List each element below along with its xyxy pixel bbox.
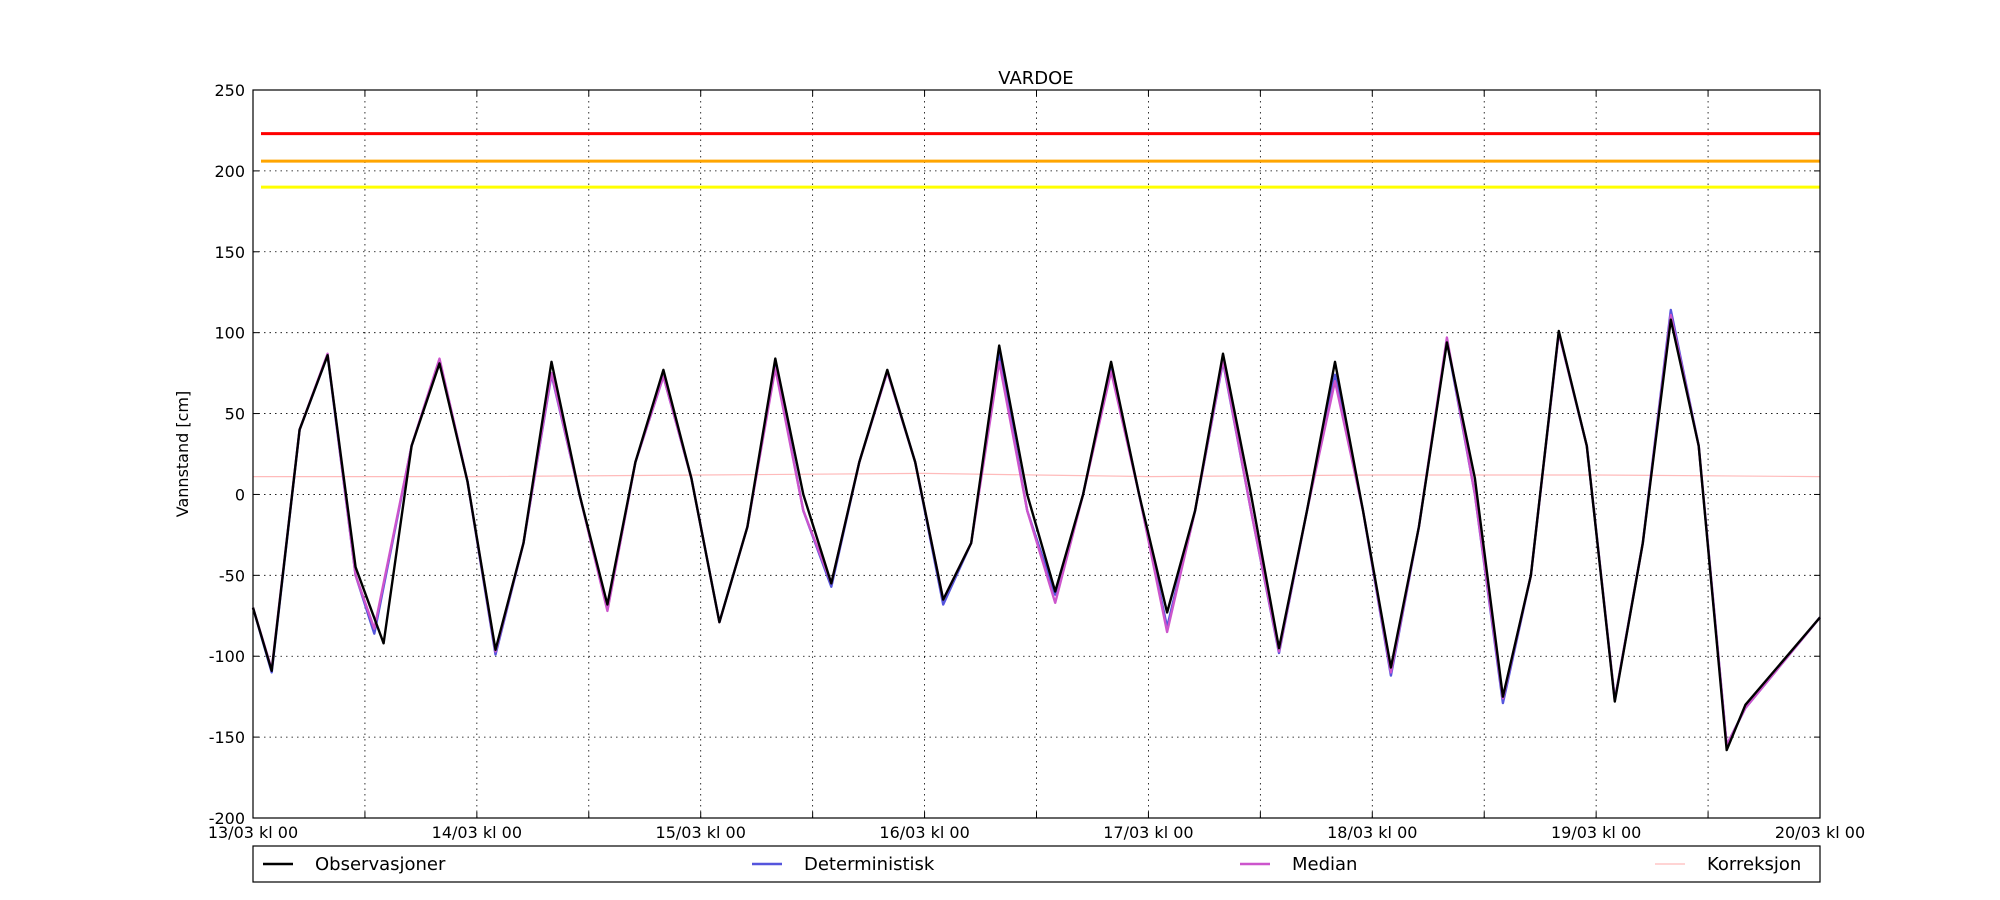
y-tick-label: -150 bbox=[209, 728, 245, 747]
legend-label: Deterministisk bbox=[804, 854, 935, 875]
x-tick-label: 13/03 kl 00 bbox=[208, 823, 298, 842]
y-axis-label: Vannstand [cm] bbox=[173, 391, 192, 517]
x-tick-label: 15/03 kl 00 bbox=[656, 823, 746, 842]
y-tick-label: 0 bbox=[235, 485, 245, 504]
y-tick-label: 100 bbox=[214, 324, 245, 343]
legend-label: Observasjoner bbox=[315, 854, 446, 875]
y-tick-label: 150 bbox=[214, 243, 245, 262]
chart-title: VARDOE bbox=[998, 68, 1073, 89]
legend-box bbox=[252, 845, 1821, 883]
x-tick-label: 17/03 kl 00 bbox=[1103, 823, 1193, 842]
x-tick-label: 20/03 kl 00 bbox=[1775, 823, 1865, 842]
y-tick-label: 250 bbox=[214, 81, 245, 100]
series-line-observasjoner bbox=[251, 318, 1821, 752]
y-tick-label: 50 bbox=[225, 405, 245, 424]
threshold-lines bbox=[261, 132, 1820, 189]
x-tick-label: 14/03 kl 00 bbox=[432, 823, 522, 842]
legend-label: Korreksjon bbox=[1707, 854, 1801, 875]
x-tick-label: 16/03 kl 00 bbox=[879, 823, 969, 842]
grid-lines bbox=[253, 90, 1820, 818]
y-tick-label: -200 bbox=[209, 809, 245, 828]
y-tick-label: -50 bbox=[219, 566, 245, 585]
y-tick-label: -100 bbox=[209, 647, 245, 666]
x-tick-label: 19/03 kl 00 bbox=[1551, 823, 1641, 842]
x-tick-label: 18/03 kl 00 bbox=[1327, 823, 1417, 842]
y-tick-label: 200 bbox=[214, 162, 245, 181]
series-line-korreksjon bbox=[253, 472, 1821, 478]
legend-label: Median bbox=[1292, 854, 1357, 875]
series-lines bbox=[251, 308, 1821, 752]
legend: Observasjoner Deterministisk Median Korreks… bbox=[252, 845, 1821, 883]
